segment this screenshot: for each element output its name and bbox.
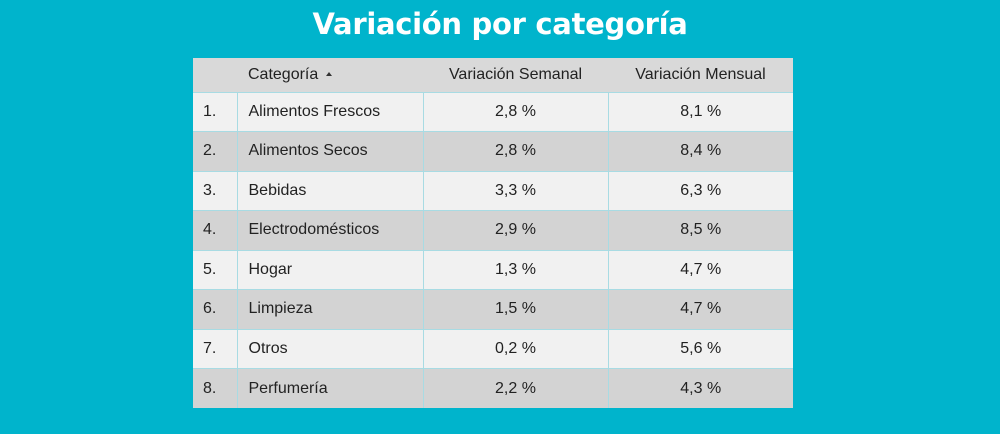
cell-variacion-mensual: 4,3 % bbox=[607, 368, 793, 408]
cell-variacion-mensual: 6,3 % bbox=[607, 170, 793, 211]
cell-categoria: Perfumería bbox=[236, 368, 423, 408]
table-row: 2. Alimentos Secos 2,8 % 8,4 % bbox=[193, 131, 793, 171]
cell-categoria: Otros bbox=[236, 328, 423, 369]
cell-variacion-semanal: 1,3 % bbox=[422, 249, 608, 290]
table-row: 4. Electrodomésticos 2,9 % 8,5 % bbox=[193, 210, 793, 250]
sort-ascending-icon[interactable] bbox=[326, 71, 333, 76]
cell-variacion-semanal: 0,2 % bbox=[422, 328, 608, 369]
cell-variacion-semanal: 1,5 % bbox=[422, 289, 608, 329]
cell-variacion-mensual: 5,6 % bbox=[607, 328, 793, 369]
table-row: 8. Perfumería 2,2 % 4,3 % bbox=[193, 368, 793, 408]
table-row: 6. Limpieza 1,5 % 4,7 % bbox=[193, 289, 793, 329]
cell-categoria: Limpieza bbox=[236, 289, 423, 329]
row-index: 5. bbox=[193, 249, 237, 290]
cell-variacion-mensual: 4,7 % bbox=[607, 289, 793, 329]
column-header-categoria[interactable]: Categoría bbox=[237, 58, 423, 92]
table-row: 1. Alimentos Frescos 2,8 % 8,1 % bbox=[193, 91, 793, 132]
column-header-label: Categoría bbox=[248, 65, 319, 83]
cell-variacion-mensual: 8,4 % bbox=[607, 131, 793, 171]
table-row: 3. Bebidas 3,3 % 6,3 % bbox=[193, 170, 793, 211]
cell-categoria: Electrodomésticos bbox=[236, 210, 423, 250]
cell-variacion-semanal: 2,2 % bbox=[422, 368, 608, 408]
cell-variacion-semanal: 2,8 % bbox=[422, 131, 608, 171]
cell-variacion-mensual: 8,1 % bbox=[607, 91, 793, 132]
column-header-variacion-mensual[interactable]: Variación Mensual bbox=[635, 65, 766, 83]
row-index: 1. bbox=[193, 91, 237, 132]
chart-title: Variación por categoría bbox=[312, 7, 688, 41]
table-body: 1. Alimentos Frescos 2,8 % 8,1 % 2. Alimentos… bbox=[193, 91, 793, 408]
cell-variacion-mensual: 8,5 % bbox=[607, 210, 793, 250]
cell-categoria: Bebidas bbox=[236, 170, 423, 211]
cell-variacion-mensual: 4,7 % bbox=[607, 249, 793, 290]
column-header-index bbox=[193, 58, 237, 92]
row-index: 4. bbox=[193, 210, 237, 250]
row-index: 2. bbox=[193, 131, 237, 171]
table: Categoría Variación Semanal Variación Me… bbox=[193, 58, 793, 408]
row-index: 3. bbox=[193, 170, 237, 211]
table-header-row: Categoría Variación Semanal Variación Me… bbox=[193, 58, 793, 92]
cell-categoria: Alimentos Frescos bbox=[236, 91, 423, 132]
row-index: 6. bbox=[193, 289, 237, 329]
cell-variacion-semanal: 2,8 % bbox=[422, 91, 608, 132]
data-table: Categoría Variación Semanal Variación Me… bbox=[193, 58, 793, 408]
cell-categoria: Alimentos Secos bbox=[236, 131, 423, 171]
cell-categoria: Hogar bbox=[236, 249, 423, 290]
table-row: 7. Otros 0,2 % 5,6 % bbox=[193, 328, 793, 369]
row-index: 7. bbox=[193, 328, 237, 369]
column-header-variacion-semanal[interactable]: Variación Semanal bbox=[448, 65, 583, 83]
table-row: 5. Hogar 1,3 % 4,7 % bbox=[193, 249, 793, 290]
row-index: 8. bbox=[193, 368, 237, 408]
cell-variacion-semanal: 3,3 % bbox=[422, 170, 608, 211]
cell-variacion-semanal: 2,9 % bbox=[422, 210, 608, 250]
